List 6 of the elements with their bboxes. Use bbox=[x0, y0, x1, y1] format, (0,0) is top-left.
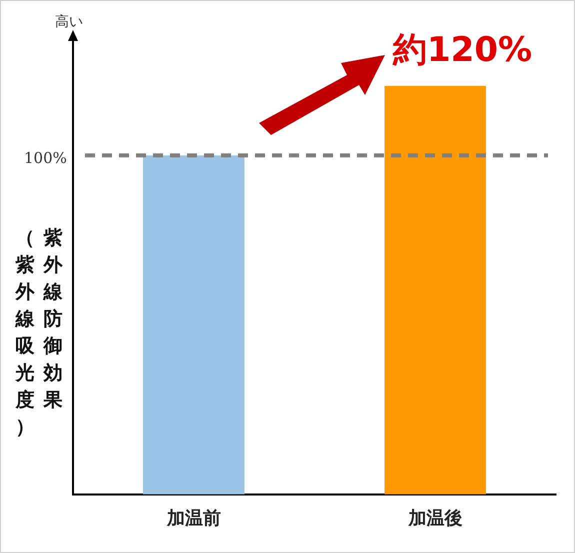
text: 紫外線防御効果（紫外線吸光度） bbox=[16, 227, 62, 438]
text: 高い bbox=[55, 13, 83, 31]
text: 100% bbox=[24, 149, 67, 168]
x-tick-label: 加温前 bbox=[166, 508, 221, 529]
x-tick-label: 加温後 bbox=[407, 508, 462, 529]
text: 約120% bbox=[393, 29, 532, 72]
